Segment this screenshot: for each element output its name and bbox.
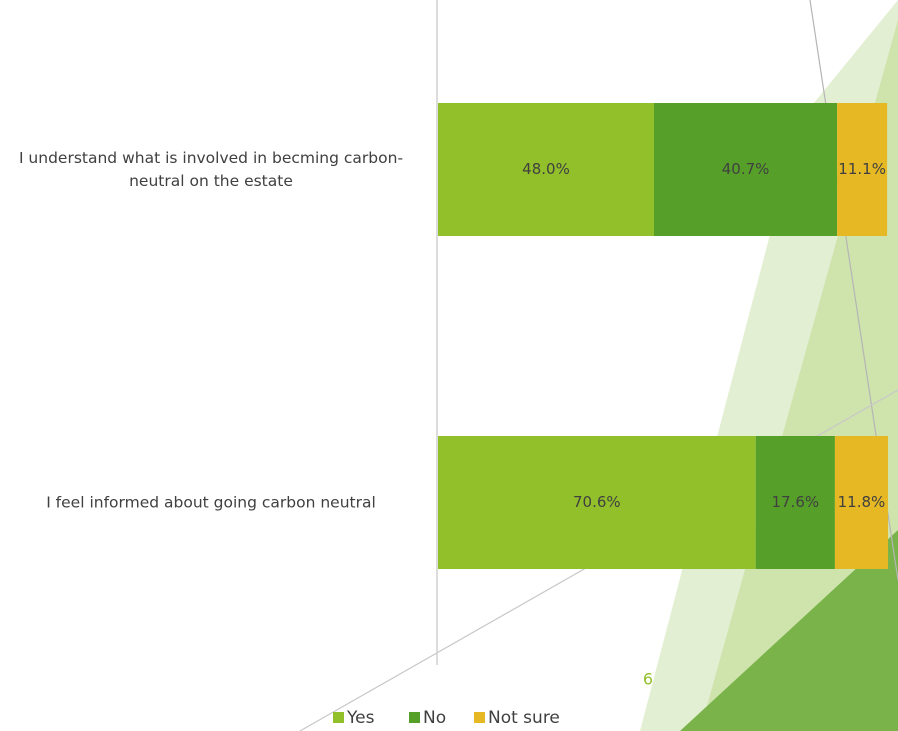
value-label: 70.6% [573,493,621,511]
category-label: I understand what is involved in becming… [18,148,404,190]
value-label: 48.0% [522,160,570,178]
value-label: 17.6% [771,493,819,511]
bar-segment [755,436,835,569]
bar-segment [438,436,756,569]
legend-swatch [333,712,344,723]
page-number: 6 [643,670,653,689]
value-label: 40.7% [722,160,770,178]
legend-swatch [474,712,485,723]
value-label: 11.8% [838,493,886,511]
category-label: I feel informed about going carbon neutr… [46,493,376,511]
bg-shape [680,530,898,731]
legend-label: Yes [346,708,375,728]
value-label: 11.1% [838,160,886,178]
legend-label: Not sure [488,708,560,728]
bar-segment [654,103,838,236]
bar-segment [834,436,888,569]
legend-label: No [423,708,446,728]
bar-segment [837,103,888,236]
bar-segment [438,103,654,236]
legend-swatch [409,712,420,723]
